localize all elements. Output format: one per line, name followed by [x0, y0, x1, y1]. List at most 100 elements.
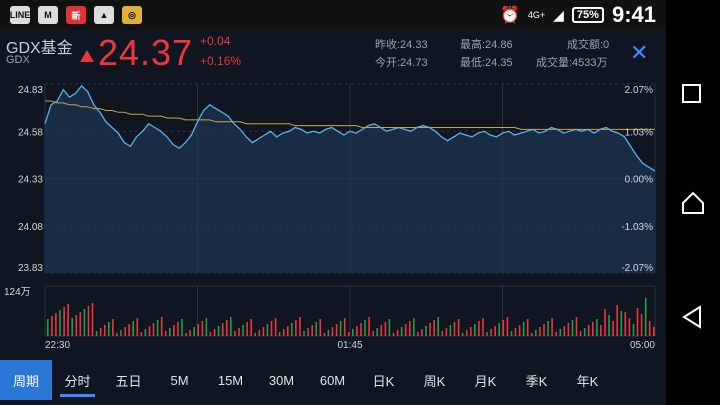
volume-bar [551, 318, 553, 336]
volume-bar [140, 332, 143, 336]
volume-bar [644, 298, 647, 336]
volume-bar [567, 323, 570, 336]
volume-bar [266, 324, 269, 336]
volume-bar [148, 326, 151, 336]
volume-bar [453, 322, 456, 336]
volume-bar [120, 330, 122, 336]
volume-bar [628, 318, 631, 336]
volume-bar [103, 325, 106, 336]
volume-bar [343, 318, 346, 336]
quote-header: GDX基金 GDX 24.37 +0.04 +0.16% 昨收:24.33 今开… [0, 30, 666, 78]
tab-5m[interactable]: 5M [170, 372, 189, 388]
volume-bar [478, 321, 480, 336]
volume-bar [152, 323, 155, 336]
volume-bar [384, 322, 387, 336]
intraday-chart[interactable]: 24.83 24.58 24.33 24.08 23.83 2.07% 1.03% 0.00%… [0, 78, 666, 358]
tab-month-k[interactable]: 月K [474, 373, 497, 389]
volume-bar [246, 322, 248, 336]
volume-bar [71, 318, 73, 336]
volume-bar [616, 305, 618, 336]
volume-bar [522, 322, 525, 336]
volume-bar [205, 318, 208, 336]
volume-bar [498, 323, 500, 336]
up-arrow-icon [80, 50, 94, 62]
volume-bar [502, 320, 505, 336]
volume-bar [425, 326, 427, 336]
tab-60m[interactable]: 60M [319, 372, 346, 388]
y-tick-label: 23.83 [18, 263, 43, 274]
volume-bar [169, 328, 171, 336]
gmail-icon: M [38, 6, 58, 24]
price-area [45, 85, 655, 274]
volume-bar [327, 330, 330, 336]
volume-bar [535, 330, 537, 336]
volume-bar [392, 333, 395, 336]
tab-30m[interactable]: 30M [268, 372, 295, 388]
volume-bar [445, 328, 448, 336]
volume-bar [262, 327, 265, 336]
volume-bar [99, 328, 102, 336]
y-pct-label: 1.03% [625, 127, 653, 138]
volume-bar [612, 321, 614, 336]
volume-bar [441, 331, 444, 336]
y-pct-label: 2.07% [625, 85, 653, 96]
volume-bar [596, 319, 598, 336]
volume-bar [238, 328, 240, 336]
volume-bar [242, 325, 244, 336]
network-indicator: 4G+ [527, 10, 546, 20]
volume-bar [474, 324, 476, 336]
volume-bar [543, 324, 545, 336]
volume-bar [360, 323, 362, 336]
current-price: 24.37 [98, 32, 194, 73]
app-screen: LINE M 新 ▲ ◎ ⏰ 4G+ ◢ 75% 9:41 GDX基金 GDX … [0, 0, 666, 405]
volume-bar [579, 331, 582, 336]
tab-intraday[interactable]: 分时 [52, 360, 103, 400]
volume-bar [278, 332, 281, 336]
volume-bar [526, 319, 529, 336]
volume-bar [433, 320, 435, 336]
volume-bar [274, 318, 277, 336]
volume-bar [185, 333, 187, 336]
volume-bar [376, 328, 378, 336]
close-icon[interactable]: ✕ [630, 40, 649, 65]
volume-bar [250, 319, 252, 336]
tab-period[interactable]: 周期 [0, 360, 52, 400]
x-tick-label: 01:45 [337, 340, 362, 351]
volume-bar [404, 324, 407, 336]
volume-bar [217, 326, 220, 336]
volume: 成交量:4533万 [536, 57, 608, 69]
volume-bar [636, 308, 639, 336]
volume-bar [136, 318, 139, 336]
price-change-pct: +0.16% [200, 54, 242, 68]
volume-bar [95, 331, 98, 336]
volume-bar [409, 321, 411, 336]
volume-bar [457, 319, 460, 336]
volume-bar [653, 327, 655, 336]
tab-15m[interactable]: 15M [217, 372, 244, 388]
volume-bar [494, 326, 496, 336]
volume-bar [575, 317, 578, 336]
volume-bar [470, 327, 472, 336]
prev-close: 昨收:24.33 [375, 39, 428, 51]
tab-week-k[interactable]: 周K [423, 373, 446, 389]
volume-bar [295, 320, 297, 336]
tab-quarter-k[interactable]: 季K [525, 373, 548, 389]
volume-bar [531, 333, 533, 336]
tab-five-day[interactable]: 五日 [115, 373, 142, 389]
volume-bar [482, 318, 484, 336]
volume-bar [116, 333, 118, 336]
tab-year-k[interactable]: 年K [576, 373, 599, 389]
volume-bar [356, 326, 358, 336]
volume-bar [372, 331, 374, 336]
recents-icon[interactable] [680, 82, 704, 106]
volume-bar [539, 327, 541, 336]
volume-bar [587, 325, 590, 336]
back-icon[interactable] [680, 304, 704, 330]
volume-bar [437, 317, 439, 336]
android-nav-bar [666, 0, 720, 405]
signal-icon: ◢ [553, 6, 564, 23]
home-icon[interactable] [680, 190, 706, 216]
volume-bar [177, 322, 179, 336]
x-tick-label: 05:00 [630, 340, 655, 351]
tab-day-k[interactable]: 日K [372, 373, 395, 389]
